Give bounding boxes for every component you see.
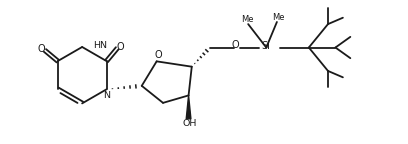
Text: Si: Si [262, 41, 271, 51]
Text: O: O [116, 42, 124, 52]
Text: Me: Me [241, 15, 253, 24]
Text: N: N [104, 91, 111, 100]
Text: O: O [155, 50, 162, 60]
Text: O: O [231, 40, 239, 50]
Text: HN: HN [93, 41, 107, 50]
Text: O: O [38, 44, 46, 54]
Text: OH: OH [182, 119, 197, 128]
Polygon shape [186, 95, 191, 119]
Text: Me: Me [272, 13, 284, 22]
